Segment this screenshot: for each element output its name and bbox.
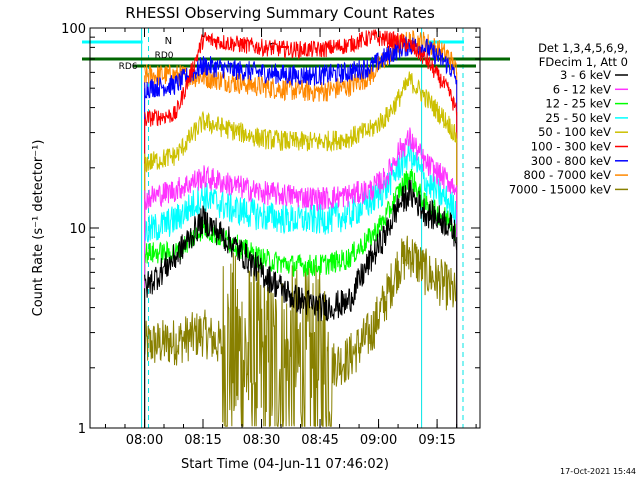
chart-title: RHESSI Observing Summary Count Rates: [125, 4, 435, 22]
legend: Det 1,3,4,5,6,9,FDecim 1, Att 03 - 6 keV…: [509, 41, 628, 196]
x-tick-label: 08:15: [184, 433, 221, 448]
legend-entry: 25 - 50 keV: [545, 111, 611, 125]
series-line-1: [144, 127, 458, 212]
legend-entry: 100 - 300 keV: [531, 140, 611, 154]
series-line-4: [144, 71, 458, 173]
x-tick-label: 08:00: [126, 433, 163, 448]
x-tick-label: 09:15: [418, 433, 455, 448]
legend-entry: 7000 - 15000 keV: [509, 182, 611, 196]
legend-entry: 300 - 800 keV: [531, 154, 611, 168]
y-tick-label: 10: [69, 222, 86, 237]
rd6-label: RD6: [119, 62, 138, 72]
x-axis-label: Start Time (04-Jun-11 07:46:02): [181, 457, 389, 472]
rd0-label: RD0: [155, 51, 174, 61]
legend-entry: 800 - 7000 keV: [523, 168, 611, 182]
legend-entry: 12 - 25 keV: [545, 97, 611, 111]
x-tick-label: 08:30: [243, 433, 280, 448]
legend-header: Det 1,3,4,5,6,9,: [538, 41, 628, 55]
x-axis: 08:00 08:15 08:30 08:45 09:00 09:15: [104, 28, 477, 448]
night-label: N: [165, 36, 172, 47]
legend-entry: 3 - 6 keV: [560, 68, 611, 82]
y-tick-label: 100: [61, 22, 86, 37]
y-axis-label: Count Rate (s⁻¹ detector⁻¹): [31, 140, 46, 317]
series-line-8: [144, 235, 458, 428]
x-tick-label: 09:00: [360, 433, 397, 448]
y-tick-label: 1: [78, 422, 86, 437]
legend-entry: 6 - 12 keV: [553, 82, 611, 96]
series-line-2: [144, 169, 458, 277]
legend-header: FDecim 1, Att 0: [539, 55, 628, 69]
series-line-5: [144, 29, 458, 127]
y-axis: 1 10 100: [61, 22, 480, 437]
x-tick-label: 08:45: [301, 433, 338, 448]
legend-entry: 50 - 100 keV: [538, 125, 611, 139]
timestamp: 17-Oct-2021 15:44: [560, 467, 636, 476]
series-line-0: [144, 179, 458, 322]
